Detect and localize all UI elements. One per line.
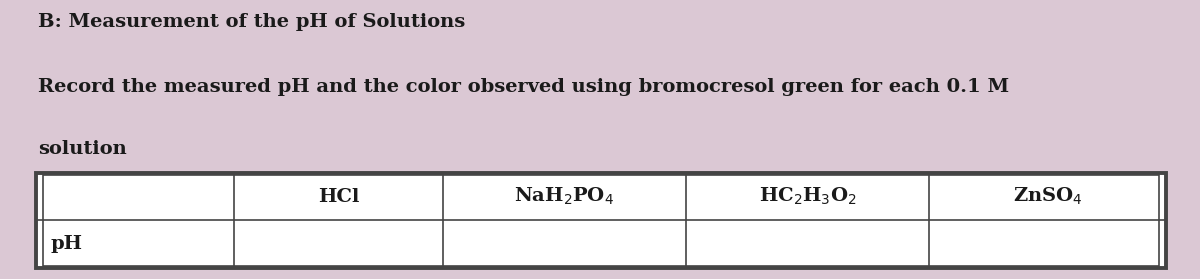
Text: NaH$_2$PO$_4$: NaH$_2$PO$_4$ (515, 186, 614, 207)
Text: Record the measured pH and the color observed using bromocresol green for each 0: Record the measured pH and the color obs… (38, 78, 1009, 96)
Bar (43, 175, 1159, 266)
Text: HC$_2$H$_3$O$_2$: HC$_2$H$_3$O$_2$ (758, 186, 857, 207)
Text: B: Measurement of the pH of Solutions: B: Measurement of the pH of Solutions (38, 13, 466, 31)
Text: solution: solution (38, 140, 127, 158)
Text: ZnSO$_4$: ZnSO$_4$ (1013, 186, 1082, 207)
Text: pH: pH (50, 235, 83, 253)
Bar (36, 173, 1166, 268)
Text: HCl: HCl (318, 188, 359, 206)
Bar (36, 173, 1166, 268)
